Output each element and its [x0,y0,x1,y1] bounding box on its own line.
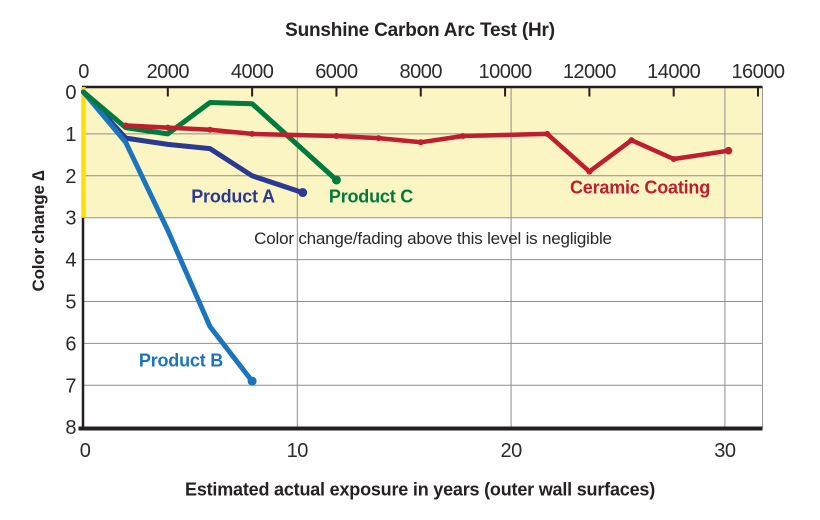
top-axis-tick-label: 6000 [315,61,358,83]
endpoint-dot-product-a [298,188,308,198]
data-point-ceramic-coating [670,156,677,163]
data-point-ceramic-coating [122,122,129,129]
endpoint-dot-product-b [247,376,257,386]
y-axis-tick-label: 1 [65,124,76,146]
endpoint-dot-ceramic-coating [724,146,733,155]
data-point-ceramic-coating [544,130,551,137]
y-axis-tick-label: 4 [65,250,76,272]
y-axis-tick-label: 2 [65,166,76,188]
bottom-axis-tick-label: 10 [287,440,309,462]
series-label-product-c: Product C [328,186,414,207]
y-axis-tick-label: 7 [65,375,76,397]
series-label-ceramic-coating: Ceramic Coating [569,177,711,198]
top-axis-tick-label: 4000 [231,61,274,83]
endpoint-dot-product-c [331,175,341,185]
top-axis-tick-label: 14000 [647,61,700,83]
series-line-product-c [81,89,339,183]
x-axis-title: Estimated actual exposure in years (oute… [185,479,655,500]
data-point-ceramic-coating [206,126,213,133]
top-axis-tick-label: 10000 [479,61,532,83]
chart-title: Sunshine Carbon Arc Test (Hr) [285,20,555,41]
y-axis-tick-label: 0 [65,82,76,104]
data-point-ceramic-coating [333,132,340,139]
top-axis-tick-label: 2000 [147,61,190,83]
bottom-axis-tick-label: 30 [714,440,736,462]
top-axis-tick-label: 12000 [563,61,616,83]
data-point-ceramic-coating [164,124,171,131]
y-axis-tick-label: 3 [65,208,76,230]
data-point-ceramic-coating [375,135,382,142]
top-axis-tick-label: 16000 [731,61,784,83]
negligible-band [83,87,763,218]
y-axis-title: Color change ∆ [29,170,48,292]
y-axis-tick-label: 6 [65,333,76,355]
top-axis-tick-label: 0 [78,61,89,83]
data-point-ceramic-coating [417,139,424,146]
series-line-product-b [81,89,255,384]
bottom-axis-tick-label: 20 [500,440,522,462]
y-axis-tick-label: 5 [65,292,76,314]
data-point-ceramic-coating [249,130,256,137]
bottom-axis-tick-label: 0 [80,440,91,462]
y-axis-tick-label: 8 [65,417,76,439]
data-point-ceramic-coating [586,168,593,175]
negligible-annotation: Color change/fading above this level is … [254,229,612,248]
top-axis-tick-label: 8000 [400,61,443,83]
series-label-product-a: Product A [191,186,275,207]
data-point-ceramic-coating [628,137,635,144]
data-point-ceramic-coating [459,132,466,139]
series-label-product-b: Product B [138,350,224,371]
